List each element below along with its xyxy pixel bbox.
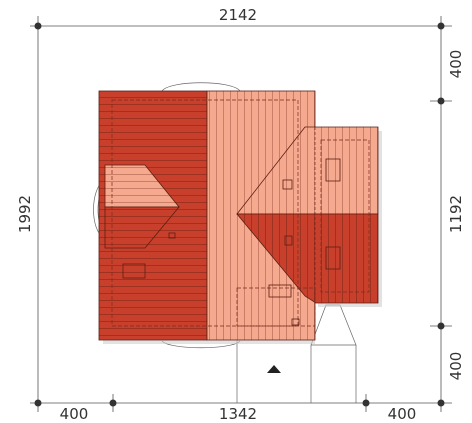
- dim-bottom-middle: 1342: [219, 405, 257, 423]
- dim-right-bottom: 400: [447, 352, 465, 381]
- dim-bottom-left: 400: [60, 405, 89, 423]
- dim-top-width: 2142: [219, 6, 257, 24]
- roof-dormer-lower: [104, 206, 180, 249]
- dim-bottom-right: 400: [388, 405, 417, 423]
- roof: [98, 90, 382, 344]
- dim-left-height: 1992: [16, 195, 34, 233]
- dimension-dots: [34, 22, 445, 407]
- dim-right-top: 400: [447, 50, 465, 79]
- roof-wing-lower: [236, 213, 379, 304]
- dim-right-middle: 1192: [447, 195, 465, 233]
- triangle-up-icon: [267, 365, 281, 373]
- dimension-lines: [30, 16, 452, 412]
